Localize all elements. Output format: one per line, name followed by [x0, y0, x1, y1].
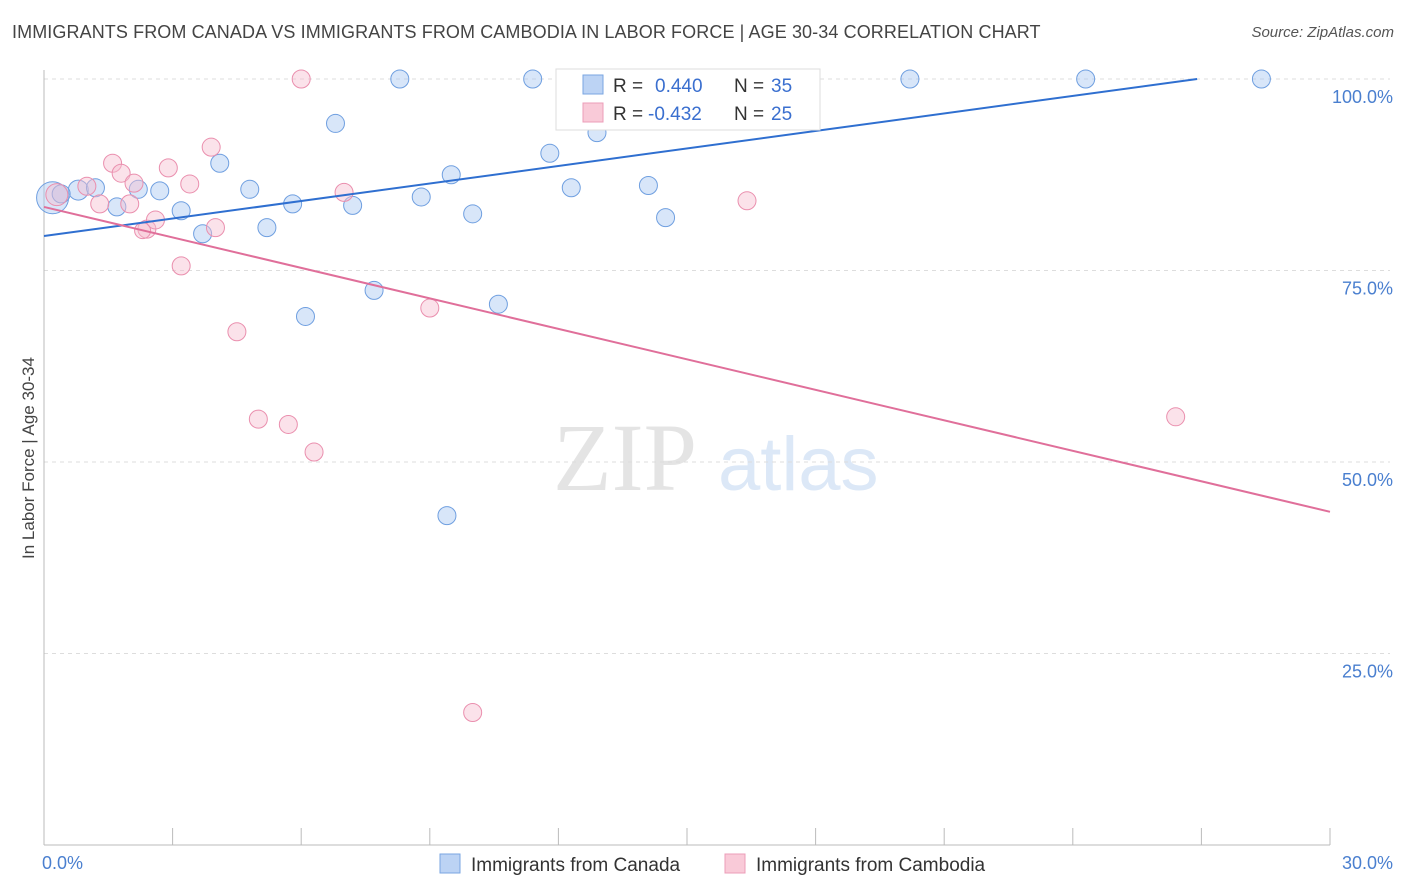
legend-n-value-canada: 35 [771, 76, 792, 97]
x-axis-ticks [43, 828, 1331, 845]
series-legend-swatch-canada [439, 853, 461, 874]
cambodia-point [205, 218, 225, 238]
legend-swatch-canada [582, 74, 604, 95]
canada-point [523, 69, 543, 89]
legend-r-value-cambodia: -0.432 [648, 104, 702, 125]
legend-n-value-cambodia: 25 [771, 104, 792, 125]
cambodia-trend-line [43, 205, 1331, 513]
data-points [36, 69, 1271, 722]
cambodia-point [120, 194, 140, 214]
series-legend-label-canada: Immigrants from Canada [471, 855, 681, 876]
y-axis-title: In Labor Force | Age 30-34 [19, 357, 38, 559]
trend-lines [43, 78, 1331, 513]
canada-point [900, 69, 920, 89]
canada-point [488, 294, 508, 314]
canada-point [463, 204, 483, 224]
y-tick-label: 25.0% [1342, 662, 1393, 682]
canada-point [325, 113, 345, 133]
series-legend-swatch-cambodia [724, 853, 746, 874]
canada-point [540, 143, 560, 163]
canada-point [437, 506, 457, 526]
cambodia-point [463, 702, 483, 722]
watermark-atlas: atlas [718, 422, 879, 507]
x-tick-label-max: 30.0% [1342, 853, 1393, 873]
watermark: ZIP atlas [553, 404, 879, 511]
canada-point [171, 201, 191, 221]
y-tick-labels: 100.0% 75.0% 50.0% 25.0% [1332, 87, 1393, 682]
canada-point [656, 208, 676, 228]
cambodia-point [1166, 407, 1186, 427]
series-legend: Immigrants from Canada Immigrants from C… [439, 853, 986, 876]
canada-point [411, 187, 431, 207]
cambodia-point [227, 322, 247, 342]
cambodia-point [171, 256, 191, 276]
cambodia-point [334, 182, 354, 202]
canada-point [257, 218, 277, 238]
canada-point [1251, 69, 1271, 89]
canada-point [1076, 69, 1096, 89]
cambodia-point [291, 69, 311, 89]
cambodia-point [124, 173, 144, 193]
y-tick-label: 100.0% [1332, 87, 1393, 107]
canada-point [150, 181, 170, 201]
cambodia-point [90, 194, 110, 214]
legend-n-label-cambodia: N = [734, 104, 764, 125]
y-tick-label: 50.0% [1342, 470, 1393, 490]
watermark-zip: ZIP [553, 404, 697, 511]
cambodia-point [158, 158, 178, 178]
source-credit: Source: ZipAtlas.com [1251, 24, 1394, 41]
cambodia-point [278, 414, 298, 434]
chart-title: IMMIGRANTS FROM CANADA VS IMMIGRANTS FRO… [12, 22, 1041, 42]
y-tick-label: 75.0% [1342, 279, 1393, 299]
canada-point [638, 175, 658, 195]
cambodia-point [304, 442, 324, 462]
x-tick-label-min: 0.0% [42, 853, 83, 873]
legend-swatch-cambodia [582, 102, 604, 123]
stats-legend: R = 0.440 N = 35 R = -0.432 N = 25 [555, 68, 821, 131]
legend-r-label-cambodia: R = [613, 104, 643, 125]
cambodia-point [111, 163, 131, 183]
cambodia-point [737, 191, 757, 211]
legend-n-label-canada: N = [734, 76, 764, 97]
legend-r-label-canada: R = [613, 76, 643, 97]
canada-point [390, 69, 410, 89]
cambodia-point [180, 174, 200, 194]
cambodia-point [248, 409, 268, 429]
series-legend-label-cambodia: Immigrants from Cambodia [756, 855, 986, 876]
cambodia-point [77, 176, 97, 196]
cambodia-point [201, 137, 221, 157]
canada-point [210, 153, 230, 173]
canada-trend-line [43, 78, 1198, 238]
cambodia-point [420, 298, 440, 318]
canada-point [561, 178, 581, 198]
canada-point [240, 179, 260, 199]
canada-point [295, 306, 315, 326]
cambodia-point [45, 183, 69, 207]
legend-r-value-canada: 0.440 [655, 76, 703, 97]
